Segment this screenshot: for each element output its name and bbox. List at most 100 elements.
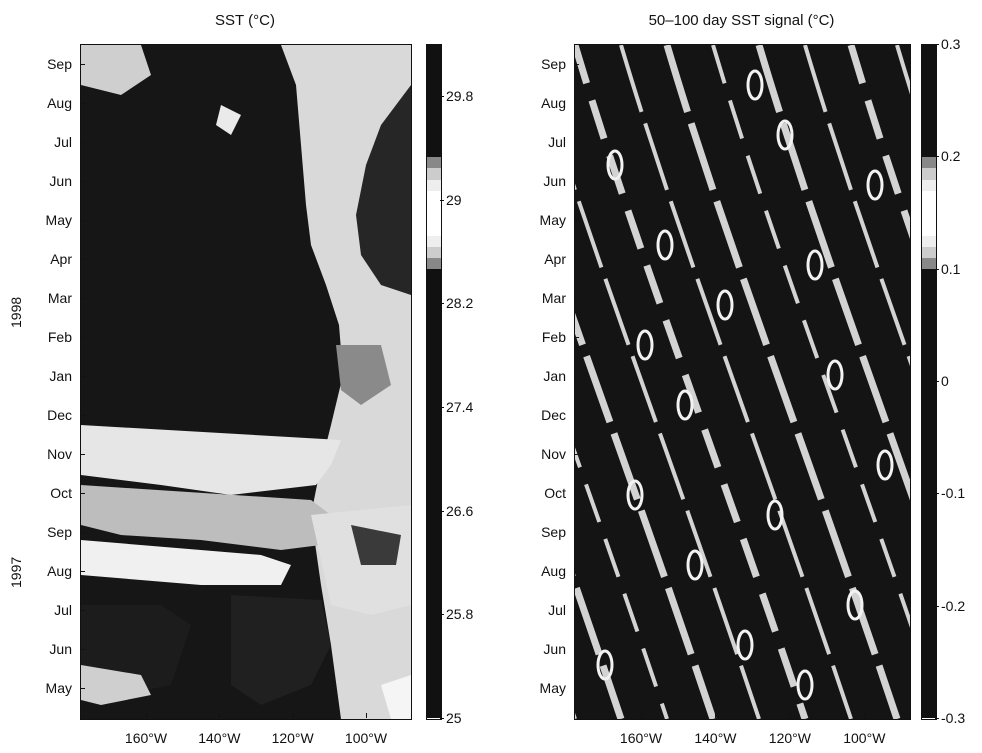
signal-blob [676,389,694,421]
sst-colorbar-band [427,202,441,214]
sst-colorbar-tick-label: 26.6 [446,502,474,519]
signal-y-tick-mark [574,103,579,104]
sst-title: SST (°C) [215,12,275,29]
sst-colorbar-band [427,516,441,528]
sst-colorbar-tick-label: 29.8 [446,87,474,104]
signal-colorbar-band [922,123,936,135]
sst-y-tick-label: Jan [49,368,72,384]
sst-y-tick-mark [80,181,85,182]
sst-colorbar-band [427,325,441,337]
signal-x-tick-label: 140°W [694,730,737,746]
signal-blob [796,669,814,701]
signal-y-tick-mark [574,220,579,221]
sst-heatmap [81,45,411,719]
signal-colorbar-band [922,605,936,618]
signal-colorbar-band [922,448,936,461]
signal-colorbar-band [922,258,936,270]
signal-y-tick-mark [574,688,579,689]
signal-colorbar-tick-label: 0 [941,373,949,389]
signal-stripe [847,45,910,240]
signal-colorbar-band [922,471,936,483]
sst-colorbar-band [427,291,441,304]
signal-colorbar-band [922,392,936,404]
signal-y-tick-mark [574,298,579,299]
signal-y-tick-mark [574,142,579,143]
sst-y-tick-label: Jul [54,602,72,618]
signal-y-tick-label: May [539,212,566,228]
signal-colorbar-band [922,280,936,292]
sst-colorbar-band [427,370,441,382]
sst-y-tick-mark [80,376,85,377]
sst-colorbar-band [427,45,441,57]
sst-colorbar-band [427,392,441,404]
sst-y-tick-mark [80,688,85,689]
sst-x-tick-label: 140°W [198,730,241,746]
signal-colorbar-tick-label: -0.3 [941,710,966,726]
sst-y-tick-label: Aug [47,95,72,111]
sst-colorbar-band [427,605,441,618]
signal-colorbar-band [922,706,936,719]
signal-colorbar-band [922,617,936,629]
sst-colorbar-band [427,639,441,651]
sst-colorbar-tick-mark [440,303,444,305]
signal-stripe [575,447,669,719]
signal-stripe [711,45,910,628]
signal-y-tick-mark [574,337,579,338]
signal-colorbar-band [922,291,936,304]
signal-blob [736,629,754,661]
signal-stripe [663,45,901,719]
signal-colorbar-band [922,179,936,191]
sst-colorbar-band [427,404,441,416]
sst-colorbar-band [427,504,441,517]
signal-title: 50–100 day SST signal (°C) [648,12,835,29]
signal-blob [636,329,654,361]
signal-y-tick-label: Sep [541,56,566,72]
signal-colorbar-band [922,202,936,214]
sst-plot [80,44,412,720]
signal-colorbar-band [922,639,936,651]
signal-stripe [619,45,853,719]
sst-x-tick-mark [292,713,294,718]
signal-colorbar-tick-label: 0.1 [941,260,961,277]
signal-y-tick-label: Sep [541,524,566,540]
signal-blob [776,119,794,151]
signal-colorbar-band [922,134,936,146]
sst-colorbar-band [427,471,441,483]
sst-colorbar-band [427,179,441,191]
signal-colorbar-band [922,101,936,113]
signal-colorbar-band [922,168,936,180]
signal-colorbar-band [922,56,936,68]
sst-colorbar-band [427,258,441,270]
signal-x-tick-mark [641,713,642,718]
signal-colorbar-tick-label: 0.2 [941,148,961,165]
signal-colorbar-band [922,504,936,517]
signal-y-tick-mark [574,376,579,377]
sst-colorbar-band [427,246,441,259]
signal-colorbar-band [922,246,936,259]
sst-colorbar-band [427,381,441,393]
signal-y-tick-mark [574,532,579,533]
signal-colorbar-band [922,370,936,382]
sst-colorbar-tick-label: 25.8 [446,606,474,623]
signal-colorbar-band [922,303,936,315]
sst-y-tick-label: Mar [47,290,72,306]
sst-colorbar-band [427,695,441,707]
sst-colorbar-band [427,168,441,180]
signal-colorbar-tick-label: -0.2 [941,597,966,614]
sst-colorbar-band [427,112,441,124]
sst-colorbar-tick-mark [440,406,444,408]
signal-colorbar-band [922,561,936,573]
signal-y-tick-label: Jun [543,641,566,657]
sst-colorbar-band [427,415,441,427]
signal-colorbar-tick-mark [935,605,939,607]
signal-x-tick-mark [864,713,866,718]
sst-y-tick-label: May [45,680,72,696]
signal-colorbar-band [922,572,936,584]
signal-colorbar-band [922,684,936,696]
sst-colorbar-band [427,123,441,135]
sst-colorbar-tick-label: 28.2 [446,295,474,312]
signal-colorbar-band [922,493,936,505]
signal-x-tick-mark [789,713,791,718]
sst-colorbar-tick-label: 29 [446,191,462,208]
sst-colorbar-band [427,67,441,79]
